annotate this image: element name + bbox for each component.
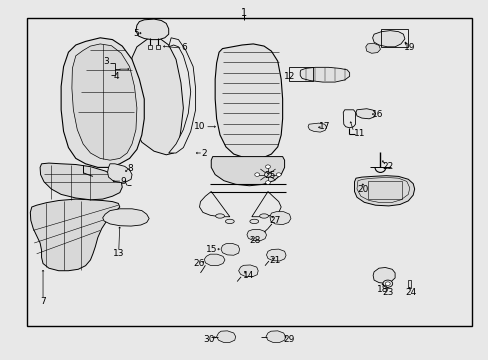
Text: 7: 7 xyxy=(40,297,46,306)
Polygon shape xyxy=(365,43,380,53)
Text: 10: 10 xyxy=(193,122,205,131)
Text: 17: 17 xyxy=(318,122,329,131)
Polygon shape xyxy=(61,38,144,167)
Text: 4: 4 xyxy=(113,72,119,81)
Text: 11: 11 xyxy=(353,130,365,139)
Text: 25: 25 xyxy=(264,171,276,180)
Text: 3: 3 xyxy=(103,58,109,67)
Polygon shape xyxy=(40,163,122,200)
Text: 14: 14 xyxy=(242,271,254,280)
Circle shape xyxy=(385,282,389,285)
Text: 30: 30 xyxy=(203,335,215,344)
Bar xyxy=(148,45,152,49)
Circle shape xyxy=(264,172,271,177)
Ellipse shape xyxy=(225,219,234,224)
Polygon shape xyxy=(265,331,285,342)
Circle shape xyxy=(382,280,392,287)
Polygon shape xyxy=(238,265,258,277)
Polygon shape xyxy=(129,36,183,155)
Polygon shape xyxy=(354,176,414,206)
Bar xyxy=(27,18,471,326)
Text: 13: 13 xyxy=(113,249,124,258)
Polygon shape xyxy=(107,164,132,183)
Text: 20: 20 xyxy=(356,185,368,194)
Text: 1: 1 xyxy=(241,8,247,18)
Polygon shape xyxy=(300,67,349,82)
Text: 26: 26 xyxy=(193,259,205,269)
Polygon shape xyxy=(215,44,282,159)
Text: 27: 27 xyxy=(269,216,281,225)
Polygon shape xyxy=(343,110,355,128)
Circle shape xyxy=(254,173,259,176)
Polygon shape xyxy=(102,209,149,226)
Polygon shape xyxy=(168,38,195,153)
Polygon shape xyxy=(72,44,137,160)
Text: 28: 28 xyxy=(249,236,261,245)
Polygon shape xyxy=(372,31,404,47)
Polygon shape xyxy=(211,157,284,186)
Text: 23: 23 xyxy=(381,288,393,297)
Bar xyxy=(367,181,401,199)
Circle shape xyxy=(276,173,281,176)
Polygon shape xyxy=(355,109,375,119)
Text: 15: 15 xyxy=(205,245,217,253)
Text: 2: 2 xyxy=(201,149,207,158)
Text: 19: 19 xyxy=(403,43,415,52)
Polygon shape xyxy=(204,254,224,266)
Polygon shape xyxy=(221,243,239,255)
Ellipse shape xyxy=(249,219,258,224)
Bar xyxy=(381,29,407,47)
Bar xyxy=(407,280,410,288)
Text: 16: 16 xyxy=(371,110,383,119)
Polygon shape xyxy=(246,229,266,241)
Text: 22: 22 xyxy=(381,162,393,171)
Circle shape xyxy=(265,165,270,168)
Polygon shape xyxy=(266,249,285,261)
Polygon shape xyxy=(372,267,394,283)
Text: 29: 29 xyxy=(283,335,295,344)
Bar xyxy=(289,67,312,81)
Polygon shape xyxy=(216,331,235,342)
Ellipse shape xyxy=(259,214,268,218)
Text: 8: 8 xyxy=(127,164,133,173)
Circle shape xyxy=(265,181,270,184)
Ellipse shape xyxy=(215,214,224,218)
Text: 18: 18 xyxy=(376,284,388,294)
Text: 5: 5 xyxy=(133,29,139,38)
Polygon shape xyxy=(307,123,326,132)
Polygon shape xyxy=(136,19,168,40)
Text: 21: 21 xyxy=(269,256,281,265)
Text: 24: 24 xyxy=(404,288,416,297)
Bar xyxy=(156,45,160,49)
Text: 9: 9 xyxy=(120,177,126,186)
Polygon shape xyxy=(30,199,120,271)
Text: 12: 12 xyxy=(283,72,295,81)
Text: 6: 6 xyxy=(181,44,186,53)
Polygon shape xyxy=(269,212,290,225)
